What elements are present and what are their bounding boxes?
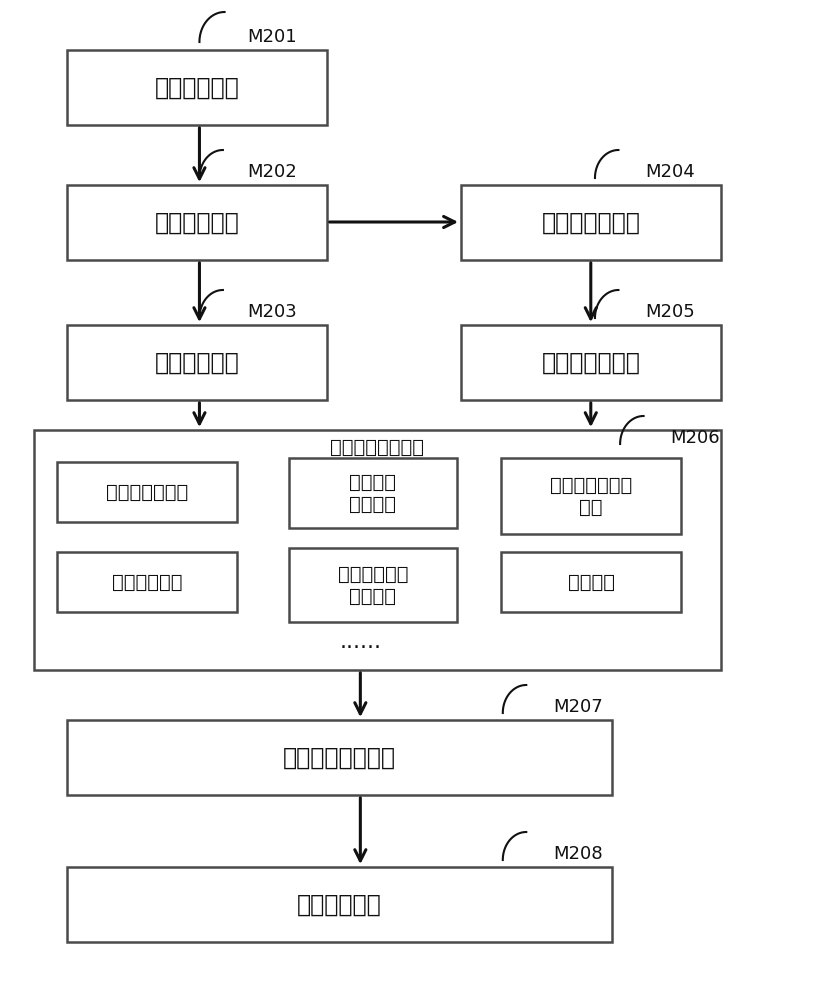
Bar <box>501 552 681 612</box>
Bar <box>461 325 721 400</box>
Text: 小区邻区干扰
原因判断: 小区邻区干扰 原因判断 <box>338 564 408 605</box>
Bar <box>289 548 457 622</box>
Text: 小区异常判断: 小区异常判断 <box>111 572 183 591</box>
Text: 分析报告生成单元: 分析报告生成单元 <box>283 746 396 770</box>
Text: M208: M208 <box>553 845 603 863</box>
Bar <box>34 430 721 670</box>
Text: 标准确定单元: 标准确定单元 <box>154 76 240 100</box>
Bar <box>67 185 327 260</box>
Text: 结果输出单元: 结果输出单元 <box>297 892 382 916</box>
Text: 中继群异常判断: 中继群异常判断 <box>106 483 189 502</box>
Bar <box>67 325 327 400</box>
Bar <box>57 462 237 522</box>
Bar <box>67 720 612 795</box>
Bar <box>67 50 327 125</box>
Text: M205: M205 <box>645 303 695 321</box>
Bar <box>501 458 681 534</box>
Text: M203: M203 <box>247 303 297 321</box>
Text: 样本选取单元: 样本选取单元 <box>154 211 240 234</box>
Text: M206: M206 <box>670 429 720 447</box>
Text: M204: M204 <box>645 163 695 181</box>
Text: M202: M202 <box>247 163 297 181</box>
Bar <box>57 552 237 612</box>
Text: M201: M201 <box>247 28 297 46</box>
Text: M207: M207 <box>553 698 603 716</box>
Text: 其他判断: 其他判断 <box>567 572 615 591</box>
Text: 小区切换
异常判断: 小区切换 异常判断 <box>349 473 396 514</box>
Text: 频话单获取单元: 频话单获取单元 <box>541 211 640 234</box>
Text: ......: ...... <box>339 632 381 652</box>
Text: 统计分析判断单元: 统计分析判断单元 <box>330 438 424 457</box>
Bar <box>461 185 721 260</box>
Text: 小区边界弱覆盖
判断: 小区边界弱覆盖 判断 <box>550 476 633 516</box>
Bar <box>67 867 612 942</box>
Bar <box>289 458 457 528</box>
Text: 频话单统计单元: 频话单统计单元 <box>541 351 640 374</box>
Text: 话单统计单元: 话单统计单元 <box>154 351 240 374</box>
